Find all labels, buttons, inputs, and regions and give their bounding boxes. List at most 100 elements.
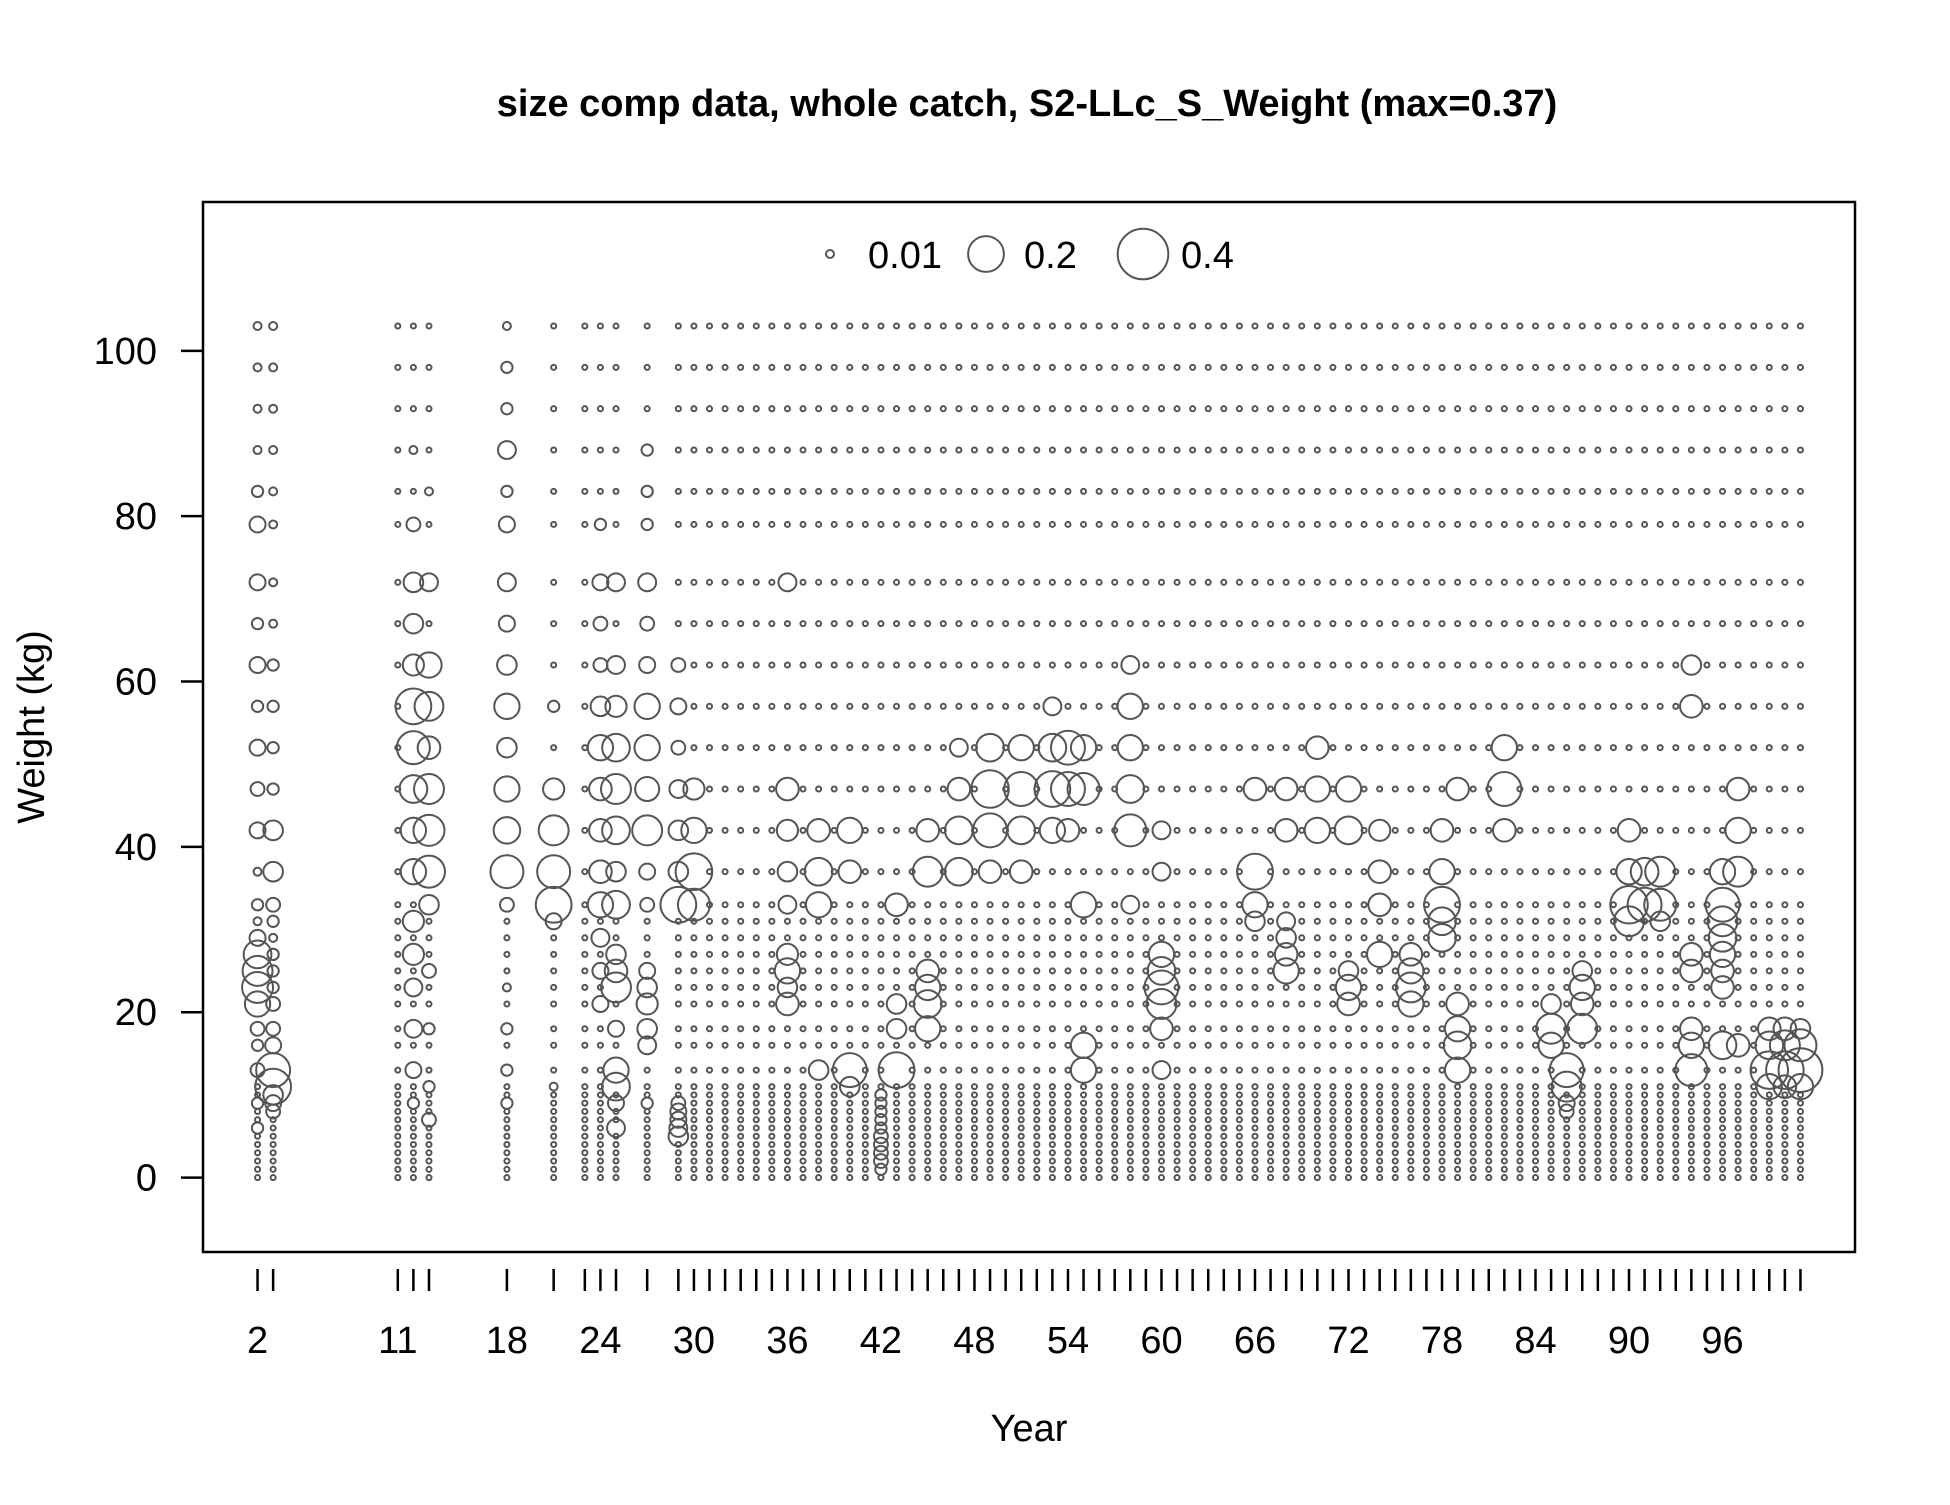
bubble-point xyxy=(1578,1157,1586,1165)
bubble-point xyxy=(550,1174,558,1182)
bubble-point xyxy=(1703,1174,1711,1182)
bubble-point xyxy=(690,1174,698,1182)
bubble-point xyxy=(1033,702,1041,710)
bubble-point xyxy=(690,1107,698,1115)
bubble-point xyxy=(1298,1140,1306,1149)
bubble-point xyxy=(1344,1149,1353,1157)
bubble-point xyxy=(1048,1099,1056,1107)
bubble-point xyxy=(1454,1091,1462,1099)
bubble-point xyxy=(1485,934,1493,942)
bubble-point xyxy=(596,917,604,925)
bubble-point xyxy=(1048,1132,1056,1140)
bubble-point xyxy=(1220,934,1228,942)
bubble-point xyxy=(1042,696,1063,717)
bubble-point xyxy=(402,571,425,594)
bubble-point xyxy=(908,826,916,834)
bubble-point xyxy=(1454,1132,1462,1140)
bubble-point xyxy=(1734,1116,1742,1124)
bubble-point xyxy=(892,1140,901,1149)
bubble-point xyxy=(1469,1066,1477,1074)
bubble-point xyxy=(721,405,729,413)
bubble-point xyxy=(1048,868,1056,876)
bubble-point xyxy=(1641,405,1649,413)
bubble-point xyxy=(1641,1132,1649,1140)
bubble-point xyxy=(737,1099,745,1107)
bubble-point xyxy=(1454,363,1462,371)
bubble-point xyxy=(1625,578,1633,586)
bubble-point xyxy=(892,661,901,669)
bubble-point xyxy=(737,744,745,752)
bubble-point xyxy=(1641,1091,1649,1099)
bubble-point xyxy=(1002,702,1010,710)
bubble-point xyxy=(705,1149,714,1157)
bubble-point xyxy=(1017,967,1025,975)
bubble-point xyxy=(1111,661,1119,669)
bubble-point xyxy=(1048,1107,1056,1115)
bubble-point xyxy=(737,702,745,710)
bubble-point xyxy=(250,616,265,631)
bubble-point xyxy=(955,1149,963,1157)
bubble-point xyxy=(590,927,611,948)
bubble-point xyxy=(1547,1157,1555,1165)
bubble-point xyxy=(262,860,284,883)
bubble-point xyxy=(1376,1149,1384,1157)
bubble-point xyxy=(1189,446,1197,454)
bubble-point xyxy=(596,1165,604,1173)
bubble-point xyxy=(1454,578,1462,586)
bubble-point xyxy=(1407,1116,1415,1124)
bubble-point xyxy=(861,1066,869,1074)
bubble-point xyxy=(970,917,978,925)
bubble-point xyxy=(581,1099,589,1107)
bubble-point xyxy=(255,1052,292,1089)
bubble-point xyxy=(804,891,833,919)
bubble-point xyxy=(1578,1066,1586,1074)
bubble-point xyxy=(1625,363,1633,371)
bubble-point xyxy=(1142,1132,1150,1140)
bubble-point xyxy=(1485,785,1493,793)
bubble-point xyxy=(1267,578,1275,586)
bubble-point xyxy=(768,934,776,942)
bubble-point xyxy=(596,1099,604,1107)
bubble-point xyxy=(1151,820,1172,841)
bubble-point xyxy=(783,1066,791,1074)
bubble-point xyxy=(861,983,869,991)
bubble-point xyxy=(1469,744,1477,752)
bubble-point xyxy=(266,699,280,713)
bubble-point xyxy=(752,487,760,495)
bubble-point xyxy=(924,1107,932,1115)
bubble-point xyxy=(1750,363,1758,371)
bubble-point xyxy=(1111,983,1119,991)
bubble-point xyxy=(1781,917,1789,925)
bubble-point xyxy=(1609,363,1617,371)
bubble-point xyxy=(1126,950,1134,958)
bubble-point xyxy=(705,1107,714,1115)
bubble-point xyxy=(581,983,589,991)
bubble-point xyxy=(1407,1083,1415,1091)
bubble-point xyxy=(1796,868,1804,876)
bubble-point xyxy=(1718,322,1727,330)
bubble-point xyxy=(1394,971,1427,1004)
bubble-point xyxy=(783,1165,791,1173)
bubble-point xyxy=(1126,520,1134,528)
bubble-point xyxy=(1126,917,1134,925)
bubble-point xyxy=(1594,1083,1602,1091)
bubble-point xyxy=(1329,520,1337,528)
bubble-point xyxy=(1142,1116,1150,1124)
bubble-point xyxy=(1313,1124,1321,1132)
bubble-point xyxy=(1376,487,1384,495)
bubble-point xyxy=(1329,1091,1337,1099)
bubble-point xyxy=(1391,1140,1399,1149)
bubble-point xyxy=(1469,1132,1477,1140)
bubble-point xyxy=(581,1124,589,1132)
bubble-point xyxy=(1251,1174,1259,1182)
bubble-point xyxy=(1516,702,1524,710)
bubble-point xyxy=(877,983,885,991)
bubble-point xyxy=(1126,1174,1134,1182)
bubble-point xyxy=(1173,487,1181,495)
bubble-point xyxy=(1017,661,1025,669)
bubble-point xyxy=(1672,1165,1680,1173)
bubble-point xyxy=(1443,1015,1472,1043)
bubble-point xyxy=(503,967,511,975)
bubble-point xyxy=(1734,1149,1742,1157)
bubble-point xyxy=(1563,446,1571,454)
